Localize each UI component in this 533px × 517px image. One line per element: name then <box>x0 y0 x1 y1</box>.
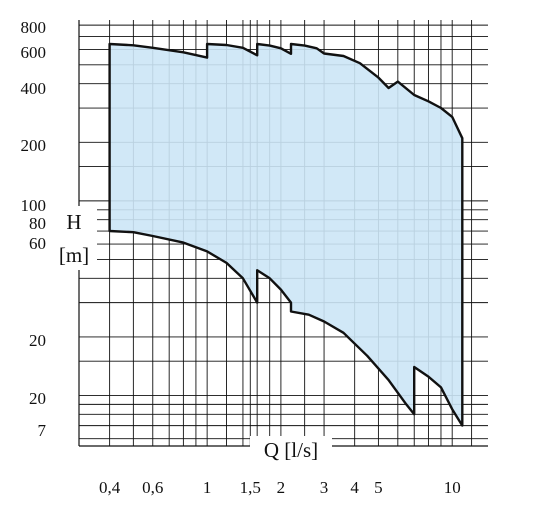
y-axis-label-unit: [m] <box>59 243 89 267</box>
y-tick-label: 60 <box>29 234 46 253</box>
y-axis-label-symbol: H <box>66 210 81 234</box>
x-axis-label: Q [l/s] <box>264 438 318 462</box>
x-axis-label-background <box>250 436 332 464</box>
y-tick-label: 80 <box>29 214 46 233</box>
x-tick-label: 10 <box>444 478 461 497</box>
x-tick-label: 0,4 <box>99 478 121 497</box>
x-tick-label: 1 <box>203 478 212 497</box>
y-tick-label: 200 <box>21 136 47 155</box>
operating-range-area <box>109 44 463 426</box>
x-tick-label: 4 <box>350 478 359 497</box>
x-tick-label: 3 <box>320 478 329 497</box>
y-tick-label: 400 <box>21 79 47 98</box>
x-tick-label: 2 <box>277 478 286 497</box>
x-tick-label: 1,5 <box>240 478 261 497</box>
x-tick-label: 5 <box>374 478 383 497</box>
operating-range-outline <box>108 42 464 427</box>
y-tick-label: 800 <box>21 18 47 37</box>
y-axis-label-background <box>57 206 97 270</box>
x-tick-label: 0,6 <box>142 478 163 497</box>
y-tick-label: 7 <box>38 421 47 440</box>
y-tick-label: 20 <box>29 389 46 408</box>
y-tick-label: 600 <box>21 43 47 62</box>
x-tick-labels: 0,4 0,6 1 1,5 2 3 4 5 10 <box>99 478 461 497</box>
y-tick-label: 100 <box>21 196 47 215</box>
y-tick-label: 20 <box>29 331 46 350</box>
